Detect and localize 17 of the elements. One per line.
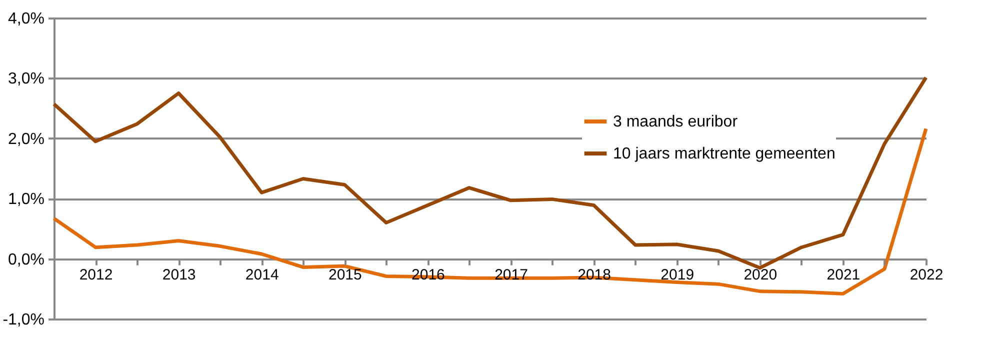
y-tick-label: 3,0%: [8, 70, 44, 88]
line-series: [52, 76, 928, 270]
y-tick-label: -1,0%: [2, 312, 44, 328]
x-tick-label: 2019: [660, 266, 694, 284]
x-tick-label: 2021: [826, 266, 860, 284]
x-tick-label: 2015: [328, 266, 362, 284]
legend-label: 10 jaars marktrente gemeenten: [613, 146, 836, 162]
y-tick-label: 1,0%: [8, 191, 44, 208]
y-tick-label: 4,0%: [8, 10, 44, 28]
x-tick-label: 2022: [910, 266, 944, 284]
x-tick-label: 2013: [162, 266, 196, 284]
x-tick-label: 2020: [744, 266, 778, 284]
y-tick-label: 0,0%: [8, 251, 44, 268]
legend-label: 3 maands euribor: [613, 114, 738, 130]
y-tick-label: 2,0%: [8, 130, 44, 148]
x-tick-label: 2012: [79, 266, 113, 284]
x-tick-label: 2014: [245, 266, 279, 284]
